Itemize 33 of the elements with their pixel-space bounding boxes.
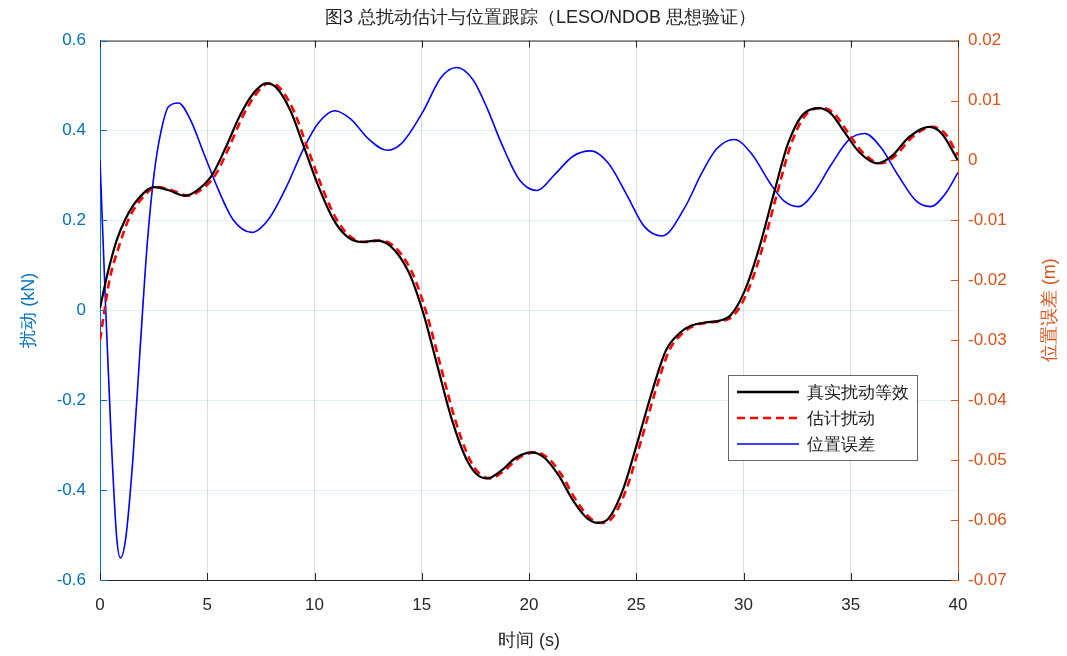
y-tick-label: -0.2 bbox=[56, 389, 86, 409]
y-tick-label: 0.2 bbox=[62, 210, 86, 230]
y2-tick-label: -0.07 bbox=[968, 569, 1007, 589]
x-tick-label: 15 bbox=[412, 594, 432, 614]
x-tick-label: 35 bbox=[841, 594, 861, 614]
y-tick-label: 0 bbox=[76, 299, 86, 319]
y-tick-label: -0.4 bbox=[56, 479, 86, 499]
y2-tick-label: 0.01 bbox=[968, 90, 1002, 110]
y2-tick-label: -0.03 bbox=[968, 329, 1007, 349]
legend-label: 真实扰动等效 bbox=[807, 381, 909, 404]
chart-title: 图3 总扰动估计与位置跟踪（LESO/NDOB 思想验证） bbox=[324, 6, 757, 27]
x-tick-label: 5 bbox=[202, 594, 212, 614]
legend-label: 估计扰动 bbox=[807, 407, 875, 430]
y-tick-label: 0.6 bbox=[62, 30, 86, 50]
x-tick-label: 25 bbox=[626, 594, 646, 614]
y2-tick-label: -0.01 bbox=[968, 210, 1007, 230]
x-axis-title: 时间 (s) bbox=[498, 630, 560, 651]
y2-tick-label: 0 bbox=[968, 150, 978, 170]
y2-tick-label: -0.05 bbox=[968, 449, 1007, 469]
y2-tick-label: 0.02 bbox=[968, 30, 1002, 50]
x-tick-label: 10 bbox=[305, 594, 324, 614]
x-tick-label: 40 bbox=[948, 594, 968, 614]
x-tick-label: 30 bbox=[734, 594, 753, 614]
y2-tick-label: -0.04 bbox=[968, 389, 1007, 409]
x-tick-label: 0 bbox=[95, 594, 105, 614]
y2-tick-label: -0.06 bbox=[968, 509, 1007, 529]
y-tick-label: -0.6 bbox=[56, 569, 86, 589]
x-tick-label: 20 bbox=[519, 594, 539, 614]
y-tick-label: 0.4 bbox=[62, 120, 86, 140]
legend-label: 位置误差 bbox=[807, 433, 875, 456]
y2-tick-label: -0.02 bbox=[968, 270, 1007, 290]
y2-axis-title: 位置误差 (m) bbox=[1038, 258, 1059, 363]
y-axis-title: 扰动 (kN) bbox=[17, 272, 38, 349]
